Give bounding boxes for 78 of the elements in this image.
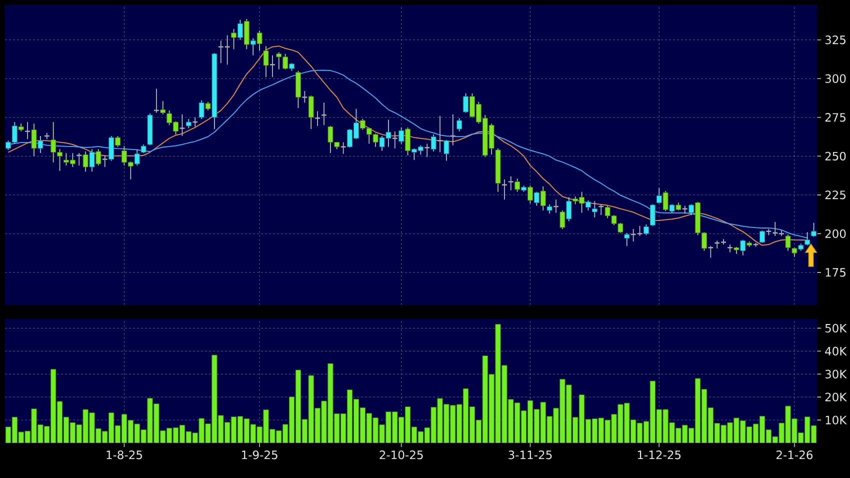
candlestick (24, 122, 31, 140)
y-tick-label: 200 (825, 229, 846, 238)
candlestick (656, 187, 662, 204)
y-tick-label: 50K (825, 324, 847, 333)
y-tick-label: 300 (825, 74, 846, 83)
candlestick (76, 152, 82, 166)
y-tick-label: 30K (825, 370, 847, 378)
candlestick (405, 127, 410, 156)
candlestick (662, 190, 668, 212)
candlestick (463, 92, 468, 114)
candlestick (392, 130, 398, 149)
x-tick-label: 1-8-25 (106, 450, 142, 460)
y-tick-label: 275 (825, 113, 846, 122)
candlestick (308, 95, 314, 130)
candlestick (508, 176, 514, 191)
y-tick-label: 20K (825, 392, 847, 402)
candlestick (650, 204, 656, 226)
candlestick (31, 123, 37, 157)
candlestick (688, 204, 694, 216)
candlestick (302, 90, 308, 104)
x-tick-label: 1-9-25 (242, 450, 278, 460)
x-tick-label: 1-12-25 (638, 450, 681, 460)
y-tick-label: 225 (825, 190, 846, 200)
y-tick-label: 175 (826, 268, 846, 277)
candlestick (444, 139, 450, 162)
y-tick-label: 325 (825, 36, 846, 44)
candlestick (644, 224, 649, 236)
candlestick (314, 110, 321, 126)
candlestick (726, 244, 734, 253)
candlestick (501, 178, 508, 200)
candlestick (231, 28, 236, 50)
candlestick (540, 186, 546, 211)
candlestick (430, 134, 436, 152)
candlestick (269, 54, 276, 78)
candlestick (96, 148, 102, 166)
candlestick (534, 191, 540, 206)
candlestick (82, 151, 88, 172)
y-tick-label: 10K (826, 416, 847, 424)
y-tick-label: 40K (825, 346, 847, 356)
x-tick-label: 2-1-26 (776, 450, 813, 460)
candlestick (546, 204, 552, 214)
x-tick-label: 2-10-25 (380, 450, 423, 460)
candlestick (398, 127, 404, 144)
candlestick (566, 196, 572, 222)
candlestick (263, 46, 269, 78)
candlestick (624, 232, 630, 247)
candlestick (115, 136, 120, 148)
candlestick (340, 142, 346, 154)
candlestick (256, 30, 262, 52)
candlestick (108, 136, 114, 162)
candlestick (179, 114, 186, 136)
candlestick (804, 232, 810, 246)
candlestick (436, 115, 444, 153)
candlestick (592, 200, 598, 218)
candlestick (456, 118, 462, 132)
candlestick (811, 222, 816, 238)
candlestick (708, 246, 714, 258)
candlestick (760, 230, 765, 244)
candlestick (528, 185, 533, 204)
candlestick (424, 143, 430, 158)
candlestick (514, 178, 520, 192)
candlestick (102, 154, 108, 168)
candlestick (134, 150, 140, 166)
y-tick-label: 250 (825, 152, 846, 160)
candlestick (740, 239, 746, 256)
candlestick (785, 234, 791, 252)
candlestick (186, 118, 192, 129)
candlestick (160, 100, 166, 115)
candlestick (238, 19, 243, 40)
candlestick (244, 18, 250, 50)
candlestick (198, 100, 204, 120)
candlestick (792, 247, 798, 258)
x-tick-label: 3-11-25 (508, 450, 552, 460)
candlestick (560, 210, 566, 230)
candlestick (89, 148, 95, 172)
candlestick (250, 38, 256, 56)
candlestick (586, 200, 591, 211)
candlestick (38, 136, 44, 154)
